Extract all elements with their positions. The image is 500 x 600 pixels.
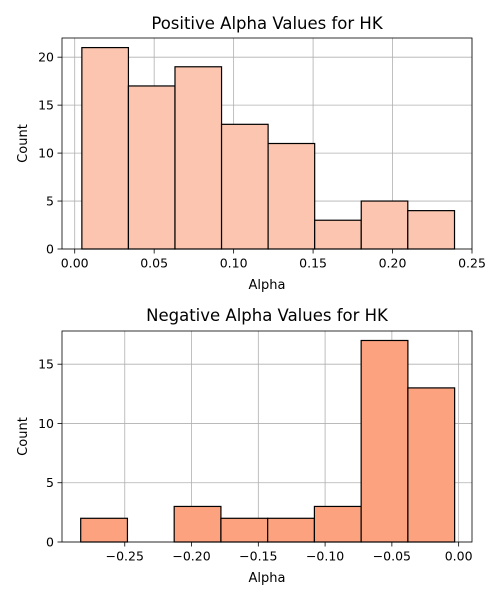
y-tick-label: 10 bbox=[38, 416, 54, 431]
y-tick-label: 0 bbox=[46, 535, 54, 550]
histogram-bar bbox=[267, 517, 316, 543]
x-tick-label: −0.20 bbox=[172, 549, 210, 564]
histogram-bar bbox=[81, 46, 130, 250]
x-axis-label: Alpha bbox=[249, 278, 286, 293]
histogram-bar bbox=[220, 123, 269, 250]
x-tick-label: 0.00 bbox=[61, 256, 89, 271]
negative-alpha-histogram: Negative Alpha Values for HK Alpha Count… bbox=[16, 306, 473, 586]
histogram-bar bbox=[267, 142, 316, 250]
histogram-bar bbox=[360, 339, 409, 543]
chart-title: Negative Alpha Values for HK bbox=[146, 306, 389, 325]
histogram-bar bbox=[360, 200, 409, 250]
plot-frame bbox=[61, 330, 473, 543]
x-tick-label: 0.00 bbox=[445, 549, 473, 564]
x-tick-label: 0.15 bbox=[299, 256, 327, 271]
x-tick-label: 0.20 bbox=[379, 256, 407, 271]
x-tick-label: −0.15 bbox=[239, 549, 277, 564]
histogram-bar bbox=[407, 210, 456, 250]
histogram-bar bbox=[407, 387, 456, 543]
histogram-bar bbox=[173, 505, 222, 543]
x-tick-label: −0.25 bbox=[106, 549, 144, 564]
y-tick-label: 15 bbox=[38, 98, 54, 113]
x-axis-label: Alpha bbox=[249, 571, 286, 586]
plot-frame bbox=[61, 37, 473, 250]
histogram-bar bbox=[80, 517, 129, 543]
y-tick-label: 15 bbox=[38, 357, 54, 372]
x-tick-label: 0.05 bbox=[140, 256, 168, 271]
positive-alpha-histogram: Positive Alpha Values for HK Alpha Count… bbox=[16, 14, 486, 293]
x-tick-label: −0.10 bbox=[306, 549, 344, 564]
y-tick-label: 20 bbox=[38, 50, 54, 65]
histogram-bar bbox=[220, 517, 269, 543]
y-tick-label: 5 bbox=[46, 475, 54, 490]
chart-title: Positive Alpha Values for HK bbox=[151, 14, 384, 33]
histogram-bar bbox=[313, 505, 362, 543]
bars bbox=[80, 339, 456, 543]
bars bbox=[81, 46, 456, 250]
histogram-bar bbox=[314, 219, 362, 250]
x-tick-label: 0.25 bbox=[458, 256, 486, 271]
x-tick-label: 0.10 bbox=[220, 256, 248, 271]
y-axis-label: Count bbox=[16, 417, 31, 456]
y-tick-label: 0 bbox=[46, 242, 54, 257]
histogram-bar bbox=[174, 66, 223, 250]
y-tick-label: 10 bbox=[38, 146, 54, 161]
y-axis-label: Count bbox=[16, 124, 31, 163]
y-tick-label: 5 bbox=[46, 194, 54, 209]
x-tick-label: −0.05 bbox=[373, 549, 411, 564]
histogram-bar bbox=[127, 85, 176, 250]
